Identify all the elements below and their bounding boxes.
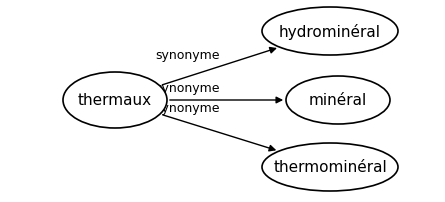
Text: thermominéral: thermominéral <box>273 160 387 175</box>
Ellipse shape <box>63 73 167 128</box>
Text: synonyme: synonyme <box>155 49 219 62</box>
Text: minéral: minéral <box>309 93 367 108</box>
Text: hydrominéral: hydrominéral <box>279 24 381 40</box>
Ellipse shape <box>262 143 398 191</box>
Text: synonyme: synonyme <box>155 82 219 95</box>
Ellipse shape <box>286 77 390 124</box>
Text: thermaux: thermaux <box>78 93 152 108</box>
Ellipse shape <box>262 8 398 56</box>
Text: synonyme: synonyme <box>155 101 219 115</box>
